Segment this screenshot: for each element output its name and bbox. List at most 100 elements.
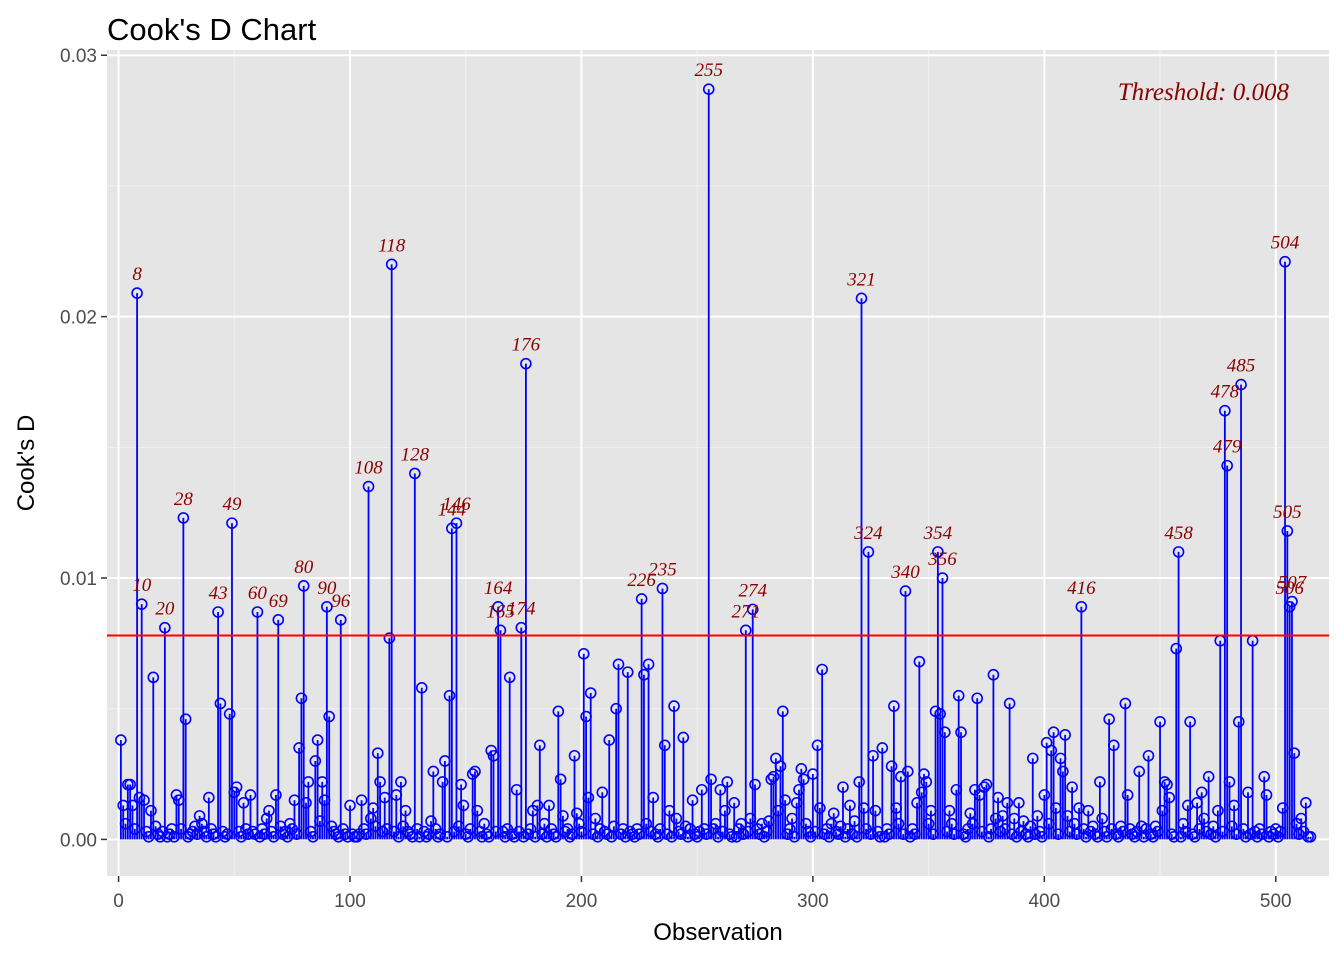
x-tick-label: 100 — [334, 891, 366, 912]
data-point — [260, 812, 273, 825]
data-point — [945, 817, 958, 830]
data-point — [251, 606, 264, 618]
data-point — [492, 600, 504, 613]
point-label: 340 — [890, 562, 920, 583]
data-point — [568, 749, 581, 762]
point-label: 80 — [294, 557, 314, 578]
data-point — [1202, 770, 1215, 783]
data-point — [240, 823, 252, 835]
point-label: 506 — [1275, 578, 1304, 599]
data-point — [814, 802, 826, 814]
data-point — [658, 739, 671, 752]
data-point — [695, 783, 708, 796]
data-point — [506, 828, 518, 840]
data-point — [1036, 830, 1048, 843]
data-point — [920, 776, 933, 788]
point-label: 8 — [132, 264, 142, 285]
data-point — [992, 791, 1004, 804]
data-point — [749, 778, 761, 791]
data-point — [800, 817, 812, 830]
data-point — [677, 731, 690, 744]
data-point — [1121, 789, 1134, 801]
data-point — [177, 512, 190, 524]
data-point — [1068, 817, 1081, 830]
data-point — [1300, 797, 1312, 809]
data-point — [1059, 729, 1071, 741]
data-point — [1075, 600, 1088, 613]
data-point — [612, 658, 625, 671]
data-point — [1061, 810, 1074, 822]
data-point — [223, 708, 236, 720]
data-point — [272, 614, 285, 626]
data-point — [415, 681, 428, 694]
data-point — [1184, 715, 1196, 728]
data-point — [1274, 825, 1287, 838]
data-point — [360, 828, 373, 840]
data-point — [452, 820, 465, 833]
data-point — [533, 739, 546, 752]
data-point — [705, 773, 717, 786]
data-point — [670, 812, 683, 825]
data-point — [702, 83, 715, 96]
data-point — [1193, 823, 1206, 835]
data-point — [584, 687, 597, 699]
data-point — [1170, 642, 1183, 655]
data-point — [471, 804, 484, 817]
data-point — [631, 823, 643, 835]
data-point — [390, 789, 403, 801]
data-point — [344, 799, 356, 812]
data-point — [290, 828, 303, 840]
data-point — [987, 668, 1000, 681]
data-point — [1276, 802, 1289, 814]
data-point — [529, 830, 541, 843]
data-point — [263, 804, 275, 817]
data-point — [716, 825, 729, 838]
data-point — [230, 781, 243, 793]
data-point — [457, 799, 470, 812]
data-point — [575, 825, 588, 838]
data-point — [955, 726, 967, 739]
data-point — [1258, 770, 1270, 783]
point-label: 255 — [694, 60, 723, 81]
data-point — [168, 830, 180, 843]
data-point — [996, 810, 1009, 822]
data-point — [1043, 817, 1055, 830]
data-point — [1281, 525, 1294, 537]
data-point — [145, 804, 157, 817]
x-tick-label: 0 — [113, 891, 124, 912]
data-point — [485, 744, 497, 757]
point-label: 128 — [401, 444, 430, 465]
data-point — [811, 739, 824, 752]
data-point — [869, 804, 882, 817]
point-label: 69 — [269, 591, 289, 612]
point-label: 504 — [1271, 233, 1300, 254]
data-point — [802, 825, 815, 838]
data-point — [795, 763, 808, 775]
data-point — [1050, 802, 1062, 814]
data-point — [858, 802, 870, 814]
data-point — [288, 794, 301, 806]
data-point — [1003, 697, 1016, 710]
data-point — [1198, 812, 1210, 825]
data-point — [772, 804, 784, 817]
data-point — [774, 760, 787, 773]
data-point — [892, 817, 905, 830]
x-axis-title: Observation — [653, 919, 782, 946]
data-point — [228, 786, 241, 799]
data-point — [1033, 825, 1046, 838]
x-tick-label: 200 — [566, 891, 598, 912]
data-point — [978, 781, 990, 793]
point-label: 235 — [648, 559, 677, 580]
data-point — [1221, 459, 1233, 472]
data-point — [885, 760, 898, 773]
data-point — [686, 794, 699, 806]
data-point — [966, 817, 979, 830]
data-point — [318, 794, 331, 806]
data-point — [728, 797, 741, 809]
point-label: 354 — [923, 523, 953, 544]
data-point — [128, 823, 141, 835]
data-point — [554, 773, 567, 786]
data-point — [908, 828, 921, 840]
data-point — [827, 807, 840, 820]
